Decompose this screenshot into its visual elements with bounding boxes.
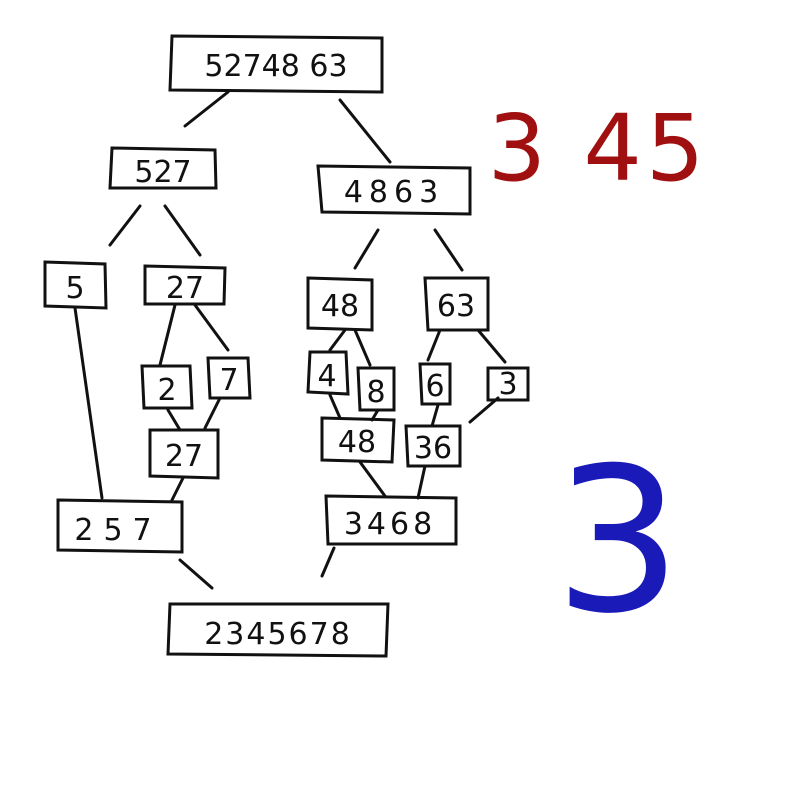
box-root — [168, 34, 384, 94]
edge-4863-48 — [353, 228, 380, 270]
edge-4-m48 — [328, 393, 342, 420]
box-7 — [206, 356, 252, 400]
node-5: 5 — [65, 271, 84, 306]
node-root: 52748 63 — [204, 49, 347, 84]
box-63 — [423, 276, 490, 332]
edge-48-4 — [328, 328, 347, 352]
node-merged-3468: 3468 — [344, 507, 436, 542]
box-8 — [356, 366, 396, 412]
edge-m36-m3468 — [416, 464, 427, 500]
node-merged-257: 257 — [74, 513, 161, 548]
box-m3468 — [324, 494, 458, 546]
edge-63-6 — [426, 328, 442, 362]
node-4: 4 — [317, 359, 336, 394]
red-note: 3 45 — [488, 95, 709, 202]
box-3 — [486, 366, 530, 402]
node-left-half: 527 — [134, 155, 191, 190]
box-m27 — [148, 428, 220, 480]
edge-27-2 — [158, 303, 177, 367]
node-2: 2 — [157, 373, 176, 408]
box-m36 — [404, 424, 462, 468]
edges — [73, 90, 507, 590]
box-result — [166, 602, 390, 658]
edge-6-m36 — [430, 403, 440, 428]
node-result: 2345678 — [204, 617, 352, 652]
box-48 — [306, 276, 374, 332]
box-6 — [418, 362, 452, 406]
node-labels: 52748 63 527 4863 5 27 48 63 2 7 4 8 6 3… — [65, 49, 517, 652]
node-7: 7 — [219, 363, 238, 398]
box-5 — [43, 260, 108, 310]
blue-note: 3 — [554, 425, 681, 658]
edge-m48-m3468 — [358, 460, 387, 498]
edge-m27-m257 — [170, 476, 185, 502]
node-27: 27 — [166, 271, 204, 306]
edge-5-m257 — [73, 306, 104, 500]
edge-63-3 — [476, 328, 507, 364]
edge-m257-result — [178, 558, 214, 590]
edge-27-7 — [193, 303, 230, 352]
node-right-half: 4863 — [344, 175, 444, 210]
box-m257 — [56, 498, 184, 554]
box-27 — [143, 264, 227, 306]
node-merged-27: 27 — [165, 439, 203, 474]
box-right-half — [316, 164, 472, 216]
edge-527-27 — [163, 204, 202, 257]
box-left-half — [108, 146, 218, 190]
edge-root-left — [183, 90, 230, 128]
box-4 — [306, 350, 350, 396]
edge-m3468-result — [320, 546, 336, 578]
edge-3-m36 — [468, 396, 500, 424]
edge-2-m27 — [166, 408, 182, 432]
node-merged-36: 36 — [414, 431, 452, 466]
edge-7-m27 — [203, 396, 222, 430]
boxes — [43, 34, 530, 658]
box-2 — [140, 364, 194, 410]
node-6: 6 — [425, 369, 444, 404]
edge-48-8 — [353, 328, 372, 367]
edge-527-5 — [108, 204, 142, 247]
node-3: 3 — [498, 367, 517, 402]
node-63: 63 — [437, 289, 475, 324]
node-48: 48 — [321, 289, 359, 324]
node-merged-48: 48 — [338, 425, 376, 460]
edge-4863-63 — [433, 228, 464, 272]
box-m48 — [320, 416, 396, 464]
edge-root-right — [338, 98, 392, 164]
node-8: 8 — [366, 375, 385, 410]
